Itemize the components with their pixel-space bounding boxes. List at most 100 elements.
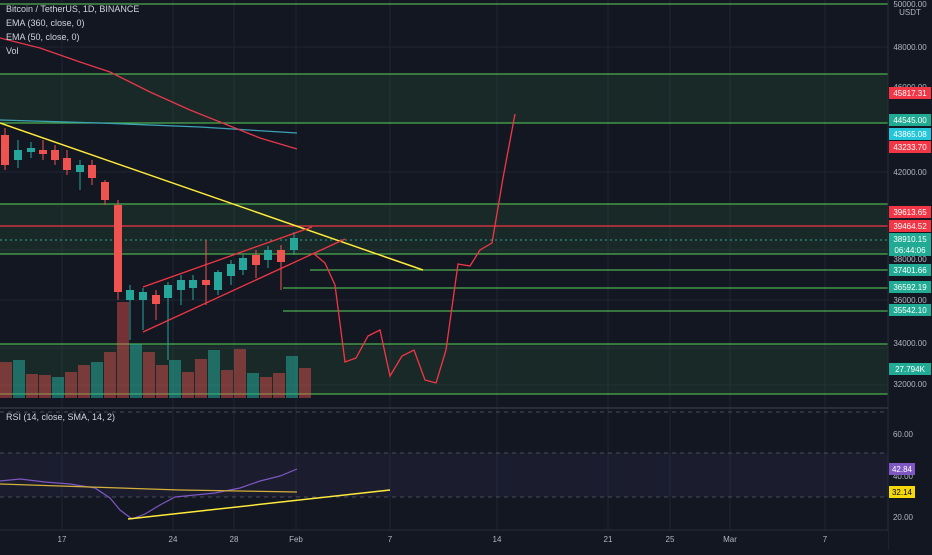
rsi-line [0,468,298,520]
price-label-text: 39464.52 [893,222,927,231]
price-tick: 34000.00 [893,339,927,348]
volume-bar [65,372,77,398]
rsi-tick: 20.00 [893,513,914,522]
volume-bar [247,373,259,398]
rsi-label-text: 42.84 [892,465,913,474]
price-label-text: 45817.31 [893,89,927,98]
price-tick: 36000.00 [893,296,927,305]
price-label-badge: 39613.65 [889,206,931,218]
date-tick: 24 [169,535,178,544]
symbol-title[interactable]: Bitcoin / TetherUS, 1D, BINANCE [6,4,140,14]
candle-body [277,250,285,262]
indicator-rsi[interactable]: RSI (14, close, SMA, 14, 2) [6,412,116,422]
volume-bar [39,375,51,398]
price-label-badge: 39464.52 [889,220,931,232]
price-axis[interactable]: USDT 50000.00 48000.00 46000.00 42000.00… [887,0,932,550]
price-label-badge: 37401.66 [889,264,931,276]
price-label-badge: 38910.15 [889,233,931,245]
candle-body [1,135,9,165]
candles [1,128,298,360]
price-tick: 42000.00 [893,168,927,177]
support-resistance-zones [0,3,888,395]
volume-bar [156,365,168,398]
price-label-text: 39613.65 [893,208,927,217]
price-label-text: 06:44:06 [894,246,926,255]
price-label-text: 44545.00 [893,116,927,125]
rsi-tick: 40.00 [893,472,914,481]
time-axis[interactable]: 17 24 28 Feb 7 14 21 25 Mar 7 [0,529,888,550]
candle-body [252,255,260,265]
rsi-label-badge: 32.14 [889,486,915,498]
date-tick: 14 [493,535,502,544]
volume-bar [182,372,194,398]
candle-body [152,295,160,304]
volume-bar [234,349,246,398]
volume-bar [52,377,64,398]
price-tick: 48000.00 [893,43,927,52]
volume-bar [169,360,181,398]
date-tick: 7 [388,535,393,544]
price-label-text: 43865.08 [893,130,927,139]
candle-body [51,150,59,160]
volume-bar [104,352,116,398]
volume-bar [286,356,298,398]
date-tick: 21 [604,535,613,544]
volume-bar [13,360,25,398]
candle-body [126,290,134,300]
candle-body [189,280,197,288]
price-label-badge: 43865.08 [889,128,931,140]
candle-body [264,250,272,260]
candle-body [177,280,185,290]
volume-bar [26,374,38,398]
volume-bar [130,344,142,398]
price-label-badge: 36592.19 [889,281,931,293]
candle-body [114,205,122,292]
price-tick: 32000.00 [893,380,927,389]
indicator-volume[interactable]: Vol [6,46,19,56]
candle-body [88,165,96,178]
date-tick: 7 [823,535,828,544]
volume-bar [221,370,233,398]
price-label-text: 35542.10 [893,306,927,315]
price-tick: 38000.00 [893,255,927,264]
volume-bar [299,368,311,398]
zone-lower [0,344,888,394]
date-tick: 25 [666,535,675,544]
volume-bar [260,377,272,398]
candle-body [76,165,84,172]
ema-50-line [0,37,298,150]
candle-body [63,158,71,170]
price-tick: 50000.00 [893,0,927,9]
rising-wedge [142,226,346,333]
date-tick: 17 [58,535,67,544]
ema-360-line [0,119,298,134]
rsi-label-text: 32.14 [892,488,913,497]
candle-body [227,264,235,276]
candle-body [14,150,22,160]
price-label-text: 43233.70 [893,143,927,152]
rsi-ma-line [0,483,298,493]
price-label-text: 37401.66 [893,266,927,275]
price-label-text: 27.794K [895,365,925,374]
rsi-pane [0,411,888,520]
price-label-badge: 06:44:06 [889,244,931,256]
candle-body [214,272,222,290]
date-tick: Feb [289,535,303,544]
candle-body [39,150,47,154]
volume-bar [117,302,129,398]
price-label-badge: 43233.70 [889,141,931,153]
candle-body [139,292,147,300]
candle-body [27,148,35,152]
axis-currency: USDT [899,8,921,17]
price-label-text: 36592.19 [893,283,927,292]
indicator-ema-360[interactable]: EMA (360, close, 0) [6,18,85,28]
price-label-badge: 45817.31 [889,87,931,99]
candle-body [164,285,172,298]
rsi-label-badge: 42.84 [889,463,915,475]
volume-bars [0,302,311,398]
price-label-badge: 44545.00 [889,114,931,126]
indicator-ema-50[interactable]: EMA (50, close, 0) [6,32,80,42]
date-tick: Mar [723,535,737,544]
